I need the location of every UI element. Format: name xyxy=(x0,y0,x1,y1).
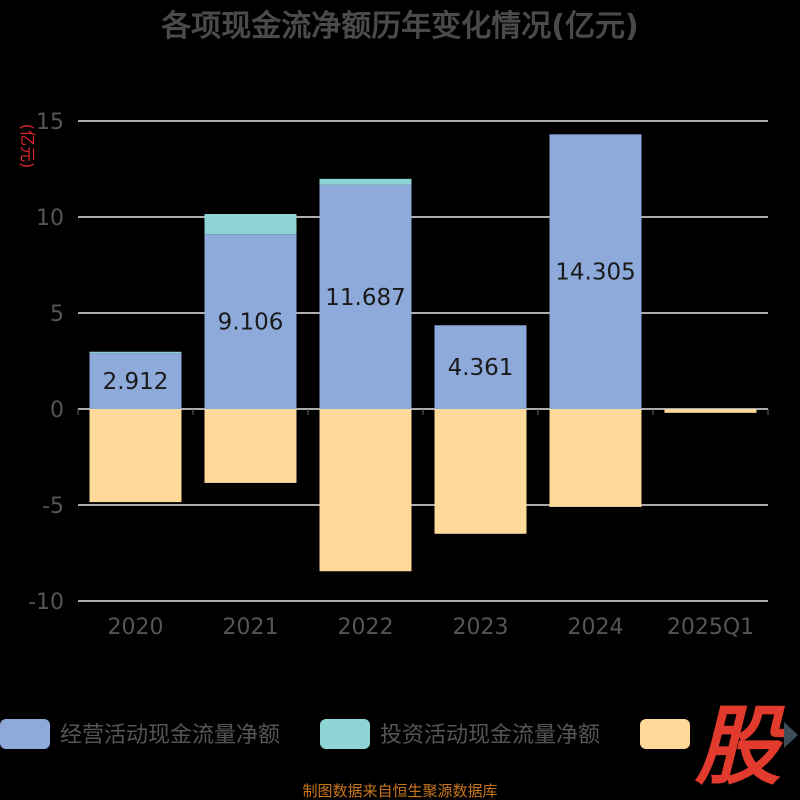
chart-title: 各项现金流净额历年变化情况(亿元) xyxy=(160,9,638,44)
bar-series-2-2023 xyxy=(434,409,527,534)
bar-series-2-2021 xyxy=(204,409,297,483)
legend-next-arrow-icon[interactable] xyxy=(784,722,798,748)
legend-swatch[interactable] xyxy=(640,719,690,749)
legend-label[interactable]: 经营活动现金流量净额 xyxy=(60,723,280,748)
y-tick-label: 5 xyxy=(50,302,64,327)
legend-swatch[interactable] xyxy=(0,719,50,749)
bar-series-2-2020 xyxy=(89,409,182,503)
legend-label[interactable]: 投资活动现金流量净额 xyxy=(380,723,600,748)
y-axis-unit: (亿元) xyxy=(18,124,37,169)
x-tick-label: 2024 xyxy=(568,615,624,640)
y-tick-label: -5 xyxy=(42,494,64,519)
bars xyxy=(89,134,757,572)
data-label: 4.361 xyxy=(448,355,514,381)
watermark-logo: 股 xyxy=(694,697,790,797)
y-tick-labels: 15 10 5 0 -5 -10 xyxy=(28,110,64,615)
bar-series-1-2021 xyxy=(204,214,297,235)
source-note: 制图数据来自恒生聚源数据库 xyxy=(302,782,497,800)
legend-swatch[interactable] xyxy=(320,719,370,749)
bar-series-2-2024 xyxy=(549,409,642,507)
x-tick-label: 2022 xyxy=(338,615,394,640)
data-label: 9.106 xyxy=(218,310,284,336)
y-tick-label: 15 xyxy=(36,110,64,135)
data-labels: 2.912 9.106 11.687 4.361 14.305 xyxy=(103,260,636,395)
y-tick-label: 10 xyxy=(36,206,64,231)
x-tick-label: 2025Q1 xyxy=(667,615,754,640)
bar-series-0-2020 xyxy=(89,353,182,409)
bar-series-0-2021 xyxy=(204,234,297,409)
gridlines xyxy=(77,120,769,602)
x-tick-label: 2020 xyxy=(108,615,164,640)
x-tick-label: 2023 xyxy=(453,615,509,640)
bar-series-2-2025Q1 xyxy=(664,409,757,413)
data-label: 2.912 xyxy=(103,369,169,395)
bar-series-1-2020 xyxy=(89,351,182,354)
bar-series-0-2024 xyxy=(549,134,642,409)
x-tick-label: 2021 xyxy=(223,615,279,640)
bar-series-1-2022 xyxy=(319,178,412,185)
bar-series-0-2022 xyxy=(319,184,412,409)
data-label: 14.305 xyxy=(555,260,635,286)
bar-series-2-2022 xyxy=(319,409,412,572)
y-tick-label: -10 xyxy=(28,590,64,615)
data-label: 11.687 xyxy=(325,285,405,311)
legend[interactable]: 经营活动现金流量净额 投资活动现金流量净额 xyxy=(0,719,690,749)
y-tick-label: 0 xyxy=(50,398,64,423)
bar-series-0-2023 xyxy=(434,325,527,409)
x-tick-labels: 2020 2021 2022 2023 2024 2025Q1 xyxy=(108,615,755,640)
